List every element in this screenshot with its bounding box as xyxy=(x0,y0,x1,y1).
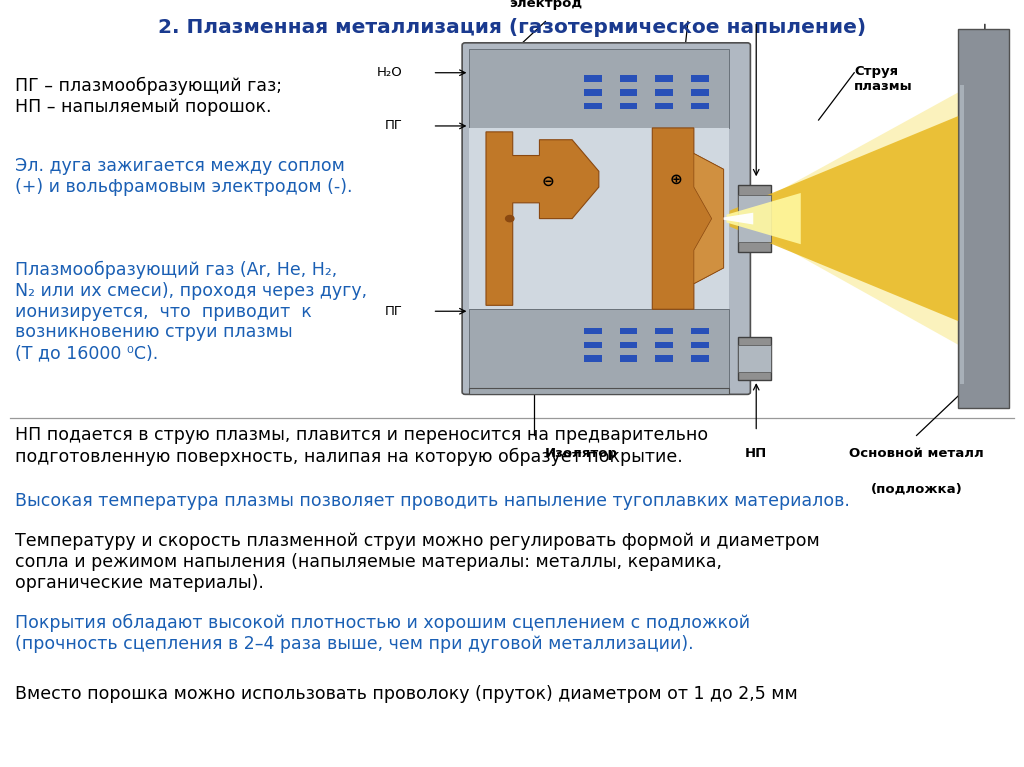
Text: ПГ – плазмообразующий газ;
НП – напыляемый порошок.: ПГ – плазмообразующий газ; НП – напыляем… xyxy=(15,77,283,116)
Bar xyxy=(959,84,965,384)
Text: НП: НП xyxy=(745,447,767,460)
Bar xyxy=(469,309,729,388)
Polygon shape xyxy=(732,93,958,344)
Polygon shape xyxy=(486,132,599,305)
Polygon shape xyxy=(727,193,801,244)
Bar xyxy=(584,341,602,348)
Bar xyxy=(691,89,709,96)
Bar xyxy=(655,328,673,334)
Polygon shape xyxy=(652,128,724,309)
Bar xyxy=(620,328,637,334)
Bar xyxy=(691,341,709,348)
Text: электрод: электрод xyxy=(509,0,582,10)
Bar xyxy=(958,29,1009,408)
Text: (подложка): (подложка) xyxy=(870,482,963,495)
Text: Изолятор: Изолятор xyxy=(545,447,617,460)
Bar xyxy=(584,75,602,82)
Bar xyxy=(738,344,771,372)
Bar xyxy=(469,388,729,394)
Bar xyxy=(620,341,637,348)
Text: Н₂О: Н₂О xyxy=(377,66,402,79)
Bar xyxy=(691,328,709,334)
Bar xyxy=(584,103,602,110)
Text: ПГ: ПГ xyxy=(385,120,402,133)
Text: Покрытия обладают высокой плотностью и хорошим сцеплением с подложкой
(прочность: Покрытия обладают высокой плотностью и х… xyxy=(15,614,751,653)
Text: ⊕: ⊕ xyxy=(670,172,682,186)
Text: 2. Плазменная металлизация (газотермическое напыление): 2. Плазменная металлизация (газотермичес… xyxy=(158,18,866,37)
Bar xyxy=(655,103,673,110)
Bar xyxy=(469,49,729,128)
Bar xyxy=(738,195,771,242)
Text: Температуру и скорость плазменной струи можно регулировать формой и диаметром
со: Температуру и скорость плазменной струи … xyxy=(15,532,820,592)
Bar xyxy=(620,355,637,362)
Bar xyxy=(584,328,602,334)
Bar xyxy=(469,128,729,309)
Bar xyxy=(691,355,709,362)
Text: Струя
плазмы: Струя плазмы xyxy=(854,65,913,93)
Text: Основной металл: Основной металл xyxy=(849,447,984,460)
Bar xyxy=(655,355,673,362)
Text: Эл. дуга зажигается между соплом
(+) и вольфрамовым электродом (-).: Эл. дуга зажигается между соплом (+) и в… xyxy=(15,157,353,196)
Polygon shape xyxy=(729,116,958,321)
Circle shape xyxy=(506,216,514,222)
Text: ⊖: ⊖ xyxy=(542,173,555,189)
Bar xyxy=(738,185,771,252)
Bar xyxy=(691,75,709,82)
Text: Высокая температура плазмы позволяет проводить напыление тугоплавких материалов.: Высокая температура плазмы позволяет про… xyxy=(15,492,850,510)
Bar xyxy=(738,337,771,380)
Text: Вместо порошка можно использовать проволоку (пруток) диаметром от 1 до 2,5 мм: Вместо порошка можно использовать провол… xyxy=(15,685,798,703)
FancyBboxPatch shape xyxy=(462,43,751,394)
Bar xyxy=(584,89,602,96)
Bar xyxy=(691,103,709,110)
Bar xyxy=(655,89,673,96)
Text: ПГ: ПГ xyxy=(385,304,402,318)
Bar xyxy=(584,355,602,362)
Polygon shape xyxy=(694,153,724,284)
Bar xyxy=(620,75,637,82)
Polygon shape xyxy=(724,212,754,225)
Text: Плазмообразующий газ (Ar, He, H₂,
N₂ или их смеси), проходя через дугу,
ионизиру: Плазмообразующий газ (Ar, He, H₂, N₂ или… xyxy=(15,261,368,362)
Bar xyxy=(655,75,673,82)
Bar xyxy=(620,103,637,110)
Text: НП подается в струю плазмы, плавится и переносится на предварительно
подготовлен: НП подается в струю плазмы, плавится и п… xyxy=(15,426,709,466)
Bar xyxy=(655,341,673,348)
Bar xyxy=(620,89,637,96)
